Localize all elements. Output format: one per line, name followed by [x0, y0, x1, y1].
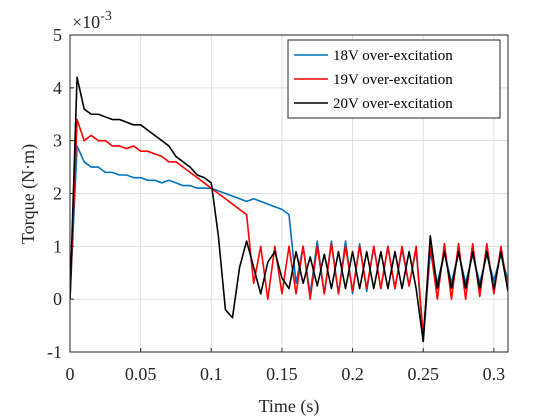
- x-tick-label: 0.1: [200, 364, 223, 384]
- y-tick-label: 2: [53, 184, 62, 204]
- legend-label: 19V over-excitation: [333, 72, 453, 88]
- series-line: [70, 76, 508, 343]
- x-tick-label: 0.2: [341, 364, 364, 384]
- y-axis-label: Torque (N·m): [18, 144, 39, 244]
- y-multiplier-base: ×10: [72, 12, 100, 32]
- y-tick-label: 3: [53, 131, 62, 151]
- plot-frame: [69, 34, 509, 353]
- legend-label: 20V over-excitation: [333, 96, 453, 112]
- y-tick-label: 4: [53, 78, 62, 98]
- legend-label: 18V over-excitation: [333, 48, 453, 64]
- x-tick-label: 0.15: [266, 364, 298, 384]
- y-tick-label: 0: [53, 289, 62, 309]
- series-line: [70, 118, 508, 337]
- x-tick-label: 0: [66, 364, 75, 384]
- x-tick-label: 0.05: [125, 364, 157, 384]
- y-tick-label: 5: [53, 25, 62, 45]
- x-axis-label: Time (s): [259, 396, 320, 417]
- y-multiplier: ×10-3: [72, 9, 112, 32]
- y-tick-label: 1: [53, 236, 62, 256]
- x-tick-label: 0.3: [483, 364, 506, 384]
- y-tick-label: -1: [47, 342, 62, 362]
- x-tick-label: 0.25: [407, 364, 439, 384]
- y-multiplier-exponent: -3: [100, 9, 112, 24]
